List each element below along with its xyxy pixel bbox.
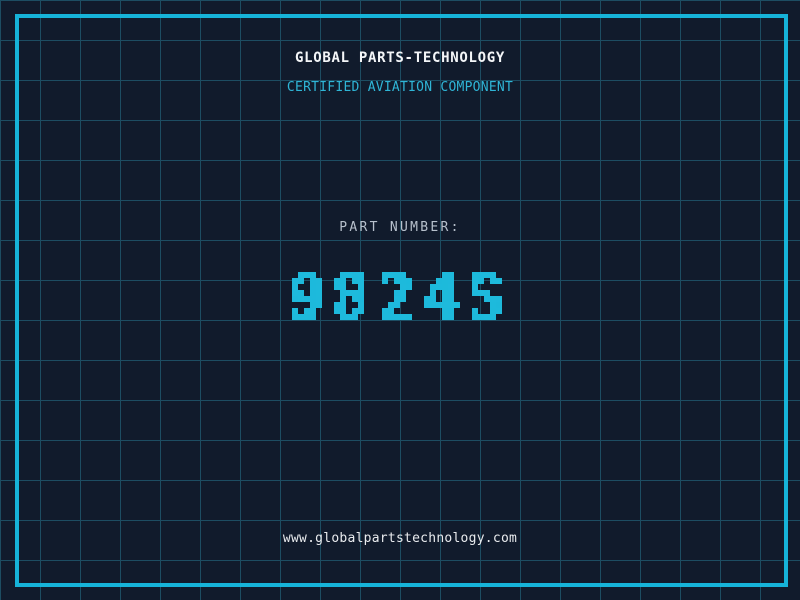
part-number-label: PART NUMBER: bbox=[339, 220, 461, 235]
company-title: GLOBAL PARTS-TECHNOLOGY bbox=[295, 50, 505, 66]
website-url: www.globalpartstechnology.com bbox=[282, 531, 518, 546]
part-number-display bbox=[280, 254, 520, 332]
certification-subtitle: CERTIFIED AVIATION COMPONENT bbox=[286, 80, 514, 95]
frame-border bbox=[15, 14, 788, 587]
